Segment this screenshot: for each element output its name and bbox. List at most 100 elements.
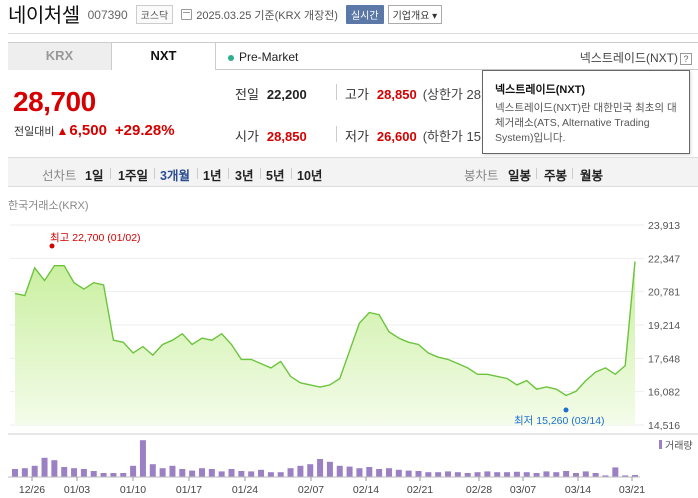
volume-legend-swatch [659,440,662,449]
x-tick-label: 03/14 [565,484,591,496]
open-value: 28,850 [266,129,307,144]
y-tick-label: 16,082 [648,387,680,399]
volume-bar [474,472,481,477]
help-icon[interactable]: ? [680,52,692,65]
period-3m[interactable]: 3개월 [160,169,190,183]
volume-bar [21,468,28,477]
tooltip-body: 넥스트레이드(NXT)란 대한민국 최초의 대체거래소(ATS, Alterna… [495,102,677,144]
volume-bar [435,472,442,477]
volume-bar [425,472,432,477]
volume-bar [258,469,265,477]
volume-bar [61,467,68,477]
volume-bar [189,470,196,477]
volume-bar [307,464,314,477]
candle-monthly[interactable]: 월봉 [580,169,604,183]
low-label: 저가 [345,129,369,144]
period-3y[interactable]: 3년 [235,169,254,183]
premarket-status: Pre-Market [228,50,298,64]
volume-bar [572,473,579,477]
volume-bar [238,471,245,477]
chart-source: 한국거래소(KRX) [8,200,89,212]
volume-bar [120,473,127,477]
volume-bar [356,468,363,477]
volume-bar [484,471,491,477]
stock-header: 네이처셀 007390 코스닥 2025.03.25 기준(KRX 개장전) 실… [8,0,698,27]
low-annotation: 최저 15,260 (03/14) [514,415,605,427]
volume-bar [395,469,402,477]
volume-bar [504,472,511,477]
volume-bar [267,472,274,477]
volume-bar [149,464,156,477]
volume-bar [100,473,107,477]
volume-bar [90,471,97,477]
x-tick-label: 12/26 [19,484,45,496]
nxt-link-label: 넥스트레이드(NXT) [579,51,678,65]
period-divider [228,168,229,179]
tab-nxt[interactable]: NXT [112,43,216,70]
volume-bar [41,457,48,477]
stock-name: 네이처셀 [8,4,80,27]
volume-bar [553,472,560,477]
company-info-dropdown[interactable]: 기업개요 ▾ [387,5,443,24]
period-divider [291,168,292,179]
x-tick-label: 02/28 [466,484,492,496]
realtime-button[interactable]: 실시간 [345,5,384,24]
period-10y[interactable]: 10년 [297,169,323,183]
period-divider [110,168,111,179]
tooltip-title: 넥스트레이드(NXT) [495,84,586,96]
volume-bar [376,469,383,477]
volume-bar [385,468,392,477]
lower-limit: (하한가 15,5 [422,129,492,144]
period-5y[interactable]: 5년 [266,169,285,183]
tab-krx[interactable]: KRX [8,43,112,70]
volume-bar [31,465,38,477]
period-divider [260,168,261,179]
x-tick-label: 02/07 [298,484,324,496]
volume-bar [51,460,58,477]
reference-date: 2025.03.25 기준(KRX 개장전) [196,10,338,22]
volume-bar [80,469,87,477]
x-tick-label: 01/10 [120,484,146,496]
period-1d[interactable]: 1일 [85,169,104,183]
volume-bar [405,470,412,477]
high-annotation: 최고 22,700 (01/02) [50,232,141,244]
volume-bar [326,461,333,477]
volume-bar [366,467,373,477]
volume-bar [218,471,225,477]
up-arrow-icon: ▲ [56,123,69,138]
volume-bar [445,471,452,477]
open-label: 시가 [235,129,259,144]
stats-divider [336,126,337,142]
stock-code: 007390 [87,8,128,22]
period-1w[interactable]: 1주일 [118,169,148,183]
low-value: 26,600 [376,129,417,144]
prev-close-label: 전일 [235,87,259,102]
x-tick-label: 01/17 [176,484,202,496]
period-1y[interactable]: 1년 [203,169,222,183]
y-tick-label: 20,781 [648,287,680,299]
y-tick-label: 19,214 [648,320,680,332]
prev-close-row: 전일 22,200 [235,84,307,103]
x-tick-label: 01/24 [232,484,258,496]
volume-bar [592,473,599,477]
change-label: 전일대비 [14,125,55,138]
x-tick-label: 03/21 [619,484,645,496]
volume-bar [582,471,589,477]
volume-bar [139,440,146,477]
prev-close-value: 22,200 [266,87,307,102]
period-divider [154,168,155,179]
y-tick-label: 23,913 [648,220,680,232]
high-value: 28,850 [376,87,417,102]
nxt-tooltip: 넥스트레이드(NXT) 넥스트레이드(NXT)란 대한민국 최초의 대체거래소(… [482,70,690,154]
volume-bar [513,471,520,477]
candle-chart-label: 봉차트 [464,169,499,183]
volume-bar [159,468,166,477]
low-marker [563,407,569,413]
nxt-info-link[interactable]: 넥스트레이드(NXT)? [580,49,692,66]
high-label: 고가 [345,87,369,102]
volume-bar [415,471,422,477]
exchange-tabs: KRX NXT Pre-Market 넥스트레이드(NXT)? [8,42,698,70]
candle-weekly[interactable]: 주봉 [544,169,568,183]
candle-daily[interactable]: 일봉 [508,169,532,183]
